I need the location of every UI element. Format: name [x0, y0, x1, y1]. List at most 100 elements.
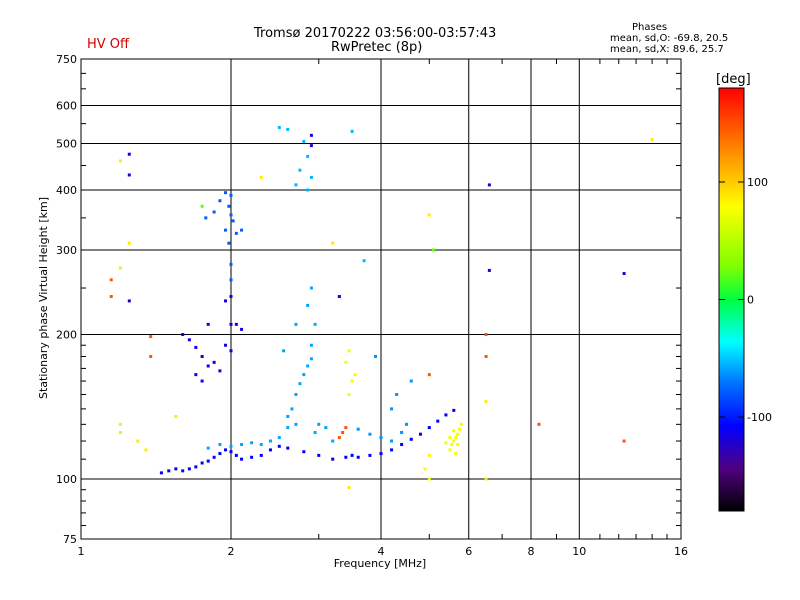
- colorbar-tick-label: -100: [747, 411, 772, 424]
- data-point: [356, 455, 360, 459]
- data-point: [204, 216, 208, 220]
- stats-line-o: mean, sd,O: -69.8, 20.5: [610, 33, 729, 44]
- data-point: [444, 413, 448, 417]
- data-point: [484, 354, 488, 358]
- data-point: [456, 432, 460, 436]
- data-point: [309, 144, 313, 148]
- data-point: [347, 349, 351, 353]
- data-point: [268, 439, 272, 443]
- data-point: [427, 213, 431, 217]
- data-point: [229, 193, 233, 197]
- data-point: [259, 443, 263, 447]
- data-point: [229, 278, 233, 282]
- data-point: [240, 327, 244, 331]
- data-point: [362, 259, 366, 263]
- x-tick-label: 10: [572, 545, 586, 558]
- data-point: [224, 191, 228, 195]
- data-point: [118, 266, 122, 270]
- data-points: [109, 125, 654, 490]
- data-point: [229, 213, 233, 217]
- data-point: [200, 204, 204, 208]
- data-point: [302, 373, 306, 377]
- data-point: [149, 354, 153, 358]
- data-point: [423, 467, 427, 471]
- data-point: [331, 241, 335, 245]
- data-point: [127, 173, 131, 177]
- data-point: [306, 364, 310, 368]
- data-point: [187, 338, 191, 342]
- data-point: [118, 422, 122, 426]
- data-point: [224, 343, 228, 347]
- x-tick-label: 16: [674, 545, 688, 558]
- data-point: [344, 455, 348, 459]
- data-point: [229, 295, 233, 299]
- data-point: [418, 432, 422, 436]
- data-point: [118, 431, 122, 435]
- x-axis-label: Frequency [MHz]: [334, 557, 426, 570]
- y-tick-label: 200: [56, 329, 77, 342]
- data-point: [456, 443, 460, 447]
- data-point: [427, 426, 431, 430]
- data-point: [200, 461, 204, 465]
- data-point: [127, 299, 131, 303]
- data-point: [427, 373, 431, 377]
- data-point: [218, 452, 222, 456]
- data-point: [347, 486, 351, 490]
- data-point: [390, 448, 394, 452]
- y-tick-label: 400: [56, 184, 77, 197]
- data-point: [353, 373, 357, 377]
- data-point: [294, 422, 298, 426]
- data-point: [224, 228, 228, 232]
- data-point: [286, 127, 290, 131]
- data-point: [344, 360, 348, 364]
- data-point: [350, 129, 354, 133]
- data-point: [234, 231, 238, 235]
- data-point: [306, 303, 310, 307]
- x-tick-label: 6: [465, 545, 472, 558]
- data-point: [400, 443, 404, 447]
- data-point: [444, 441, 448, 445]
- data-point: [259, 175, 263, 179]
- data-point: [229, 262, 233, 266]
- data-point: [298, 168, 302, 172]
- data-point: [187, 467, 191, 471]
- grid-lines: [81, 59, 681, 539]
- data-point: [229, 444, 233, 448]
- chart-title-line-2: RwPretec (8p): [331, 40, 423, 55]
- data-point: [309, 286, 313, 290]
- data-point: [350, 453, 354, 457]
- data-point: [331, 439, 335, 443]
- data-point: [206, 364, 210, 368]
- x-tick-label: 4: [378, 545, 385, 558]
- data-point: [229, 349, 233, 353]
- data-point: [337, 295, 341, 299]
- data-point: [212, 360, 216, 364]
- data-point: [374, 354, 378, 358]
- y-tick-label: 500: [56, 138, 77, 151]
- data-point: [224, 448, 228, 452]
- data-point: [127, 152, 131, 156]
- data-point: [194, 345, 198, 349]
- data-point: [234, 322, 238, 326]
- data-point: [368, 432, 372, 436]
- data-point: [109, 295, 113, 299]
- data-point: [459, 422, 463, 426]
- y-tick-label: 300: [56, 244, 77, 257]
- data-point: [206, 459, 210, 463]
- data-point: [250, 455, 254, 459]
- data-point: [167, 469, 171, 473]
- data-point: [159, 471, 163, 475]
- data-point: [144, 448, 148, 452]
- data-point: [390, 439, 394, 443]
- data-point: [109, 278, 113, 282]
- data-point: [200, 354, 204, 358]
- data-point: [454, 452, 458, 456]
- data-point: [313, 322, 317, 326]
- data-point: [448, 436, 452, 440]
- data-point: [347, 393, 351, 397]
- data-point: [259, 453, 263, 457]
- data-point: [306, 154, 310, 158]
- data-point: [227, 241, 231, 245]
- data-point: [286, 426, 290, 430]
- data-point: [368, 453, 372, 457]
